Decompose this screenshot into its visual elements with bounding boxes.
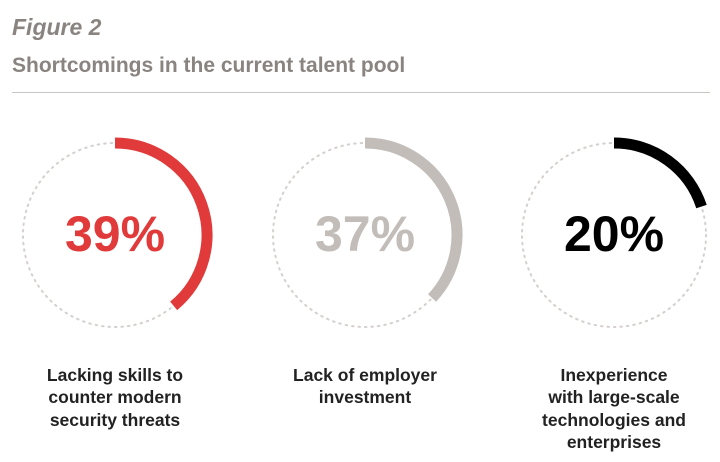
gauge-caption-line: Lack of employer [293,365,437,385]
gauge-arc-1 [114,137,213,311]
gauge-caption: Lack of employer investment [260,364,470,409]
gauge-3: 20% Inexperience with large-scale technolog… [509,132,719,462]
gauge-caption: Inexperience with large-scale technologies… [509,364,719,454]
gauge-chart: 39% Lacking skills to counter modern securi… [22,137,707,452]
gauge-ring-3 [521,137,707,328]
gauge-arc-3 [613,137,707,209]
gauge-caption-line: technologies and [542,409,686,430]
gauge-caption-line: counter modern [48,387,182,408]
gauge-caption-line: Lacking skills to [46,365,184,385]
title-divider [12,92,710,93]
gauge-caption: Lacking skills to counter modern security … [10,364,220,431]
gauge-1: 39% Lacking skills to counter modern securi… [10,132,220,462]
gauge-2: 37% Lack of employer investment [260,132,470,462]
gauge-value-label: 20% [563,206,665,262]
gauge-caption-line: with large-scale [548,387,680,408]
gauge-value-label: 39% [64,206,166,262]
figure-label: Figure 2 [12,14,102,40]
gauge-ring-2 [272,137,463,328]
gauge-value-label: 37% [314,206,416,262]
gauge-caption-line: investment [318,387,412,408]
gauge-ring-1 [22,137,213,328]
gauge-arc-2 [364,137,463,302]
gauge-caption-line: Inexperience [560,365,668,385]
gauge-track [521,142,707,328]
gauge-caption-line: enterprises [566,432,662,453]
gauge-caption-line: security threats [49,409,181,430]
figure-title: Shortcomings in the current talent pool [12,54,406,77]
